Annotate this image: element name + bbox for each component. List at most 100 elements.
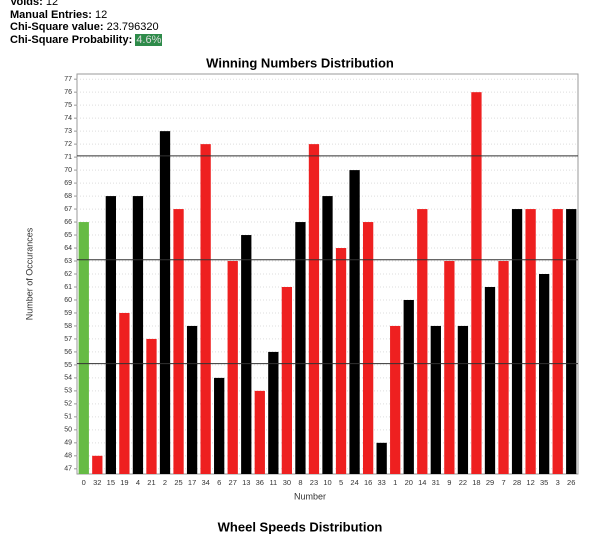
footer-title: Wheel Speeds Distribution [218, 519, 383, 534]
stat-label: Voids: [10, 0, 43, 8]
y-tick-label: 70 [64, 167, 72, 174]
y-tick-label: 49 [64, 440, 72, 447]
x-axis-label: Number [294, 491, 326, 501]
bar [362, 222, 374, 474]
x-tick-label: 11 [269, 478, 277, 487]
y-tick-label: 53 [64, 388, 72, 395]
x-tick-label: 17 [188, 478, 196, 487]
bar [132, 196, 144, 474]
stats: Voids: 12 Manual Entries: 12 Chi-Square va… [10, 0, 163, 46]
bar [308, 144, 320, 474]
y-tick-label: 55 [64, 362, 72, 369]
x-tick-label: 5 [339, 478, 343, 487]
x-tick-label: 14 [418, 478, 426, 487]
x-tick-label: 28 [513, 478, 521, 487]
chart-title: Winning Numbers Distribution [206, 55, 394, 70]
y-tick-label: 56 [64, 349, 72, 356]
y-tick-label: 71 [64, 154, 72, 161]
bar [457, 325, 469, 474]
x-tick-label: 20 [405, 478, 413, 487]
bar [390, 325, 401, 474]
bar [552, 209, 563, 474]
bar [511, 209, 523, 474]
y-tick-label: 75 [64, 102, 72, 109]
y-tick-label: 60 [64, 297, 72, 304]
bar [349, 170, 360, 475]
y-tick-label: 77 [64, 76, 72, 83]
x-tick-label: 10 [323, 478, 331, 487]
bar [173, 209, 184, 474]
x-tick-label: 2 [163, 478, 167, 487]
bar [498, 261, 509, 474]
x-tick-label: 15 [107, 478, 115, 487]
bar [566, 209, 577, 474]
x-tick-label: 29 [486, 478, 494, 487]
bar [281, 286, 293, 474]
y-tick-label: 61 [64, 284, 72, 291]
x-tick-label: 30 [283, 478, 291, 487]
bar [78, 222, 89, 474]
x-tick-label: 36 [256, 478, 264, 487]
bar [268, 351, 279, 474]
y-tick-label: 65 [64, 232, 72, 239]
y-tick-label: 76 [64, 89, 72, 96]
stat-row: Chi-Square value: 23.796320 [10, 21, 162, 34]
bar [227, 261, 238, 474]
bar [200, 144, 211, 474]
bar [159, 131, 171, 474]
x-tick-label: 4 [136, 478, 140, 487]
bar [105, 196, 116, 474]
y-tick-label: 57 [64, 336, 72, 343]
y-tick-label: 69 [64, 180, 72, 187]
x-tick-label: 31 [432, 478, 440, 487]
stat-row: Manual Entries: 12 [10, 9, 162, 22]
y-tick-label: 52 [64, 401, 72, 408]
y-tick-label: 59 [64, 310, 72, 317]
bar [484, 286, 496, 474]
x-tick-label: 26 [567, 478, 575, 487]
bar [146, 338, 157, 474]
x-tick-label: 25 [174, 478, 182, 487]
bar [403, 299, 414, 474]
bar [214, 377, 225, 474]
bar [254, 390, 265, 474]
x-tick-label: 24 [350, 478, 358, 487]
x-tick-label: 9 [447, 478, 451, 487]
y-tick-label: 64 [64, 245, 72, 252]
y-tick-label: 54 [64, 375, 72, 382]
y-tick-label: 66 [64, 219, 72, 226]
y-tick-label: 62 [64, 271, 72, 278]
y-tick-label: 47 [64, 466, 72, 473]
bar [295, 222, 306, 474]
y-tick-label: 73 [64, 128, 72, 135]
bar [119, 312, 130, 474]
x-tick-label: 3 [556, 478, 560, 487]
y-tick-label: 48 [64, 453, 72, 460]
y-tick-label: 51 [64, 414, 72, 421]
stat-value: 4.6% [135, 33, 163, 46]
x-tick-label: 23 [310, 478, 318, 487]
bar [444, 261, 455, 474]
y-axis-label: Number of Occurances [24, 227, 34, 320]
y-tick-label: 74 [64, 115, 72, 122]
bar [417, 209, 428, 474]
x-tick-label: 27 [229, 478, 237, 487]
x-tick-label: 22 [459, 478, 467, 487]
bar [376, 442, 387, 474]
x-tick-label: 16 [364, 478, 372, 487]
bar [430, 325, 441, 474]
x-tick-label: 13 [242, 478, 250, 487]
x-tick-label: 8 [298, 478, 302, 487]
x-tick-label: 6 [217, 478, 221, 487]
bar [322, 196, 333, 474]
bar [539, 274, 550, 474]
stat-label: Chi-Square Probability: [10, 33, 133, 46]
x-tick-label: 32 [93, 478, 101, 487]
bar [335, 248, 347, 474]
y-tick-label: 58 [64, 323, 72, 330]
bar [186, 325, 198, 474]
x-tick-label: 0 [82, 478, 86, 487]
x-tick-label: 34 [201, 478, 209, 487]
y-tick-label: 72 [64, 141, 72, 148]
